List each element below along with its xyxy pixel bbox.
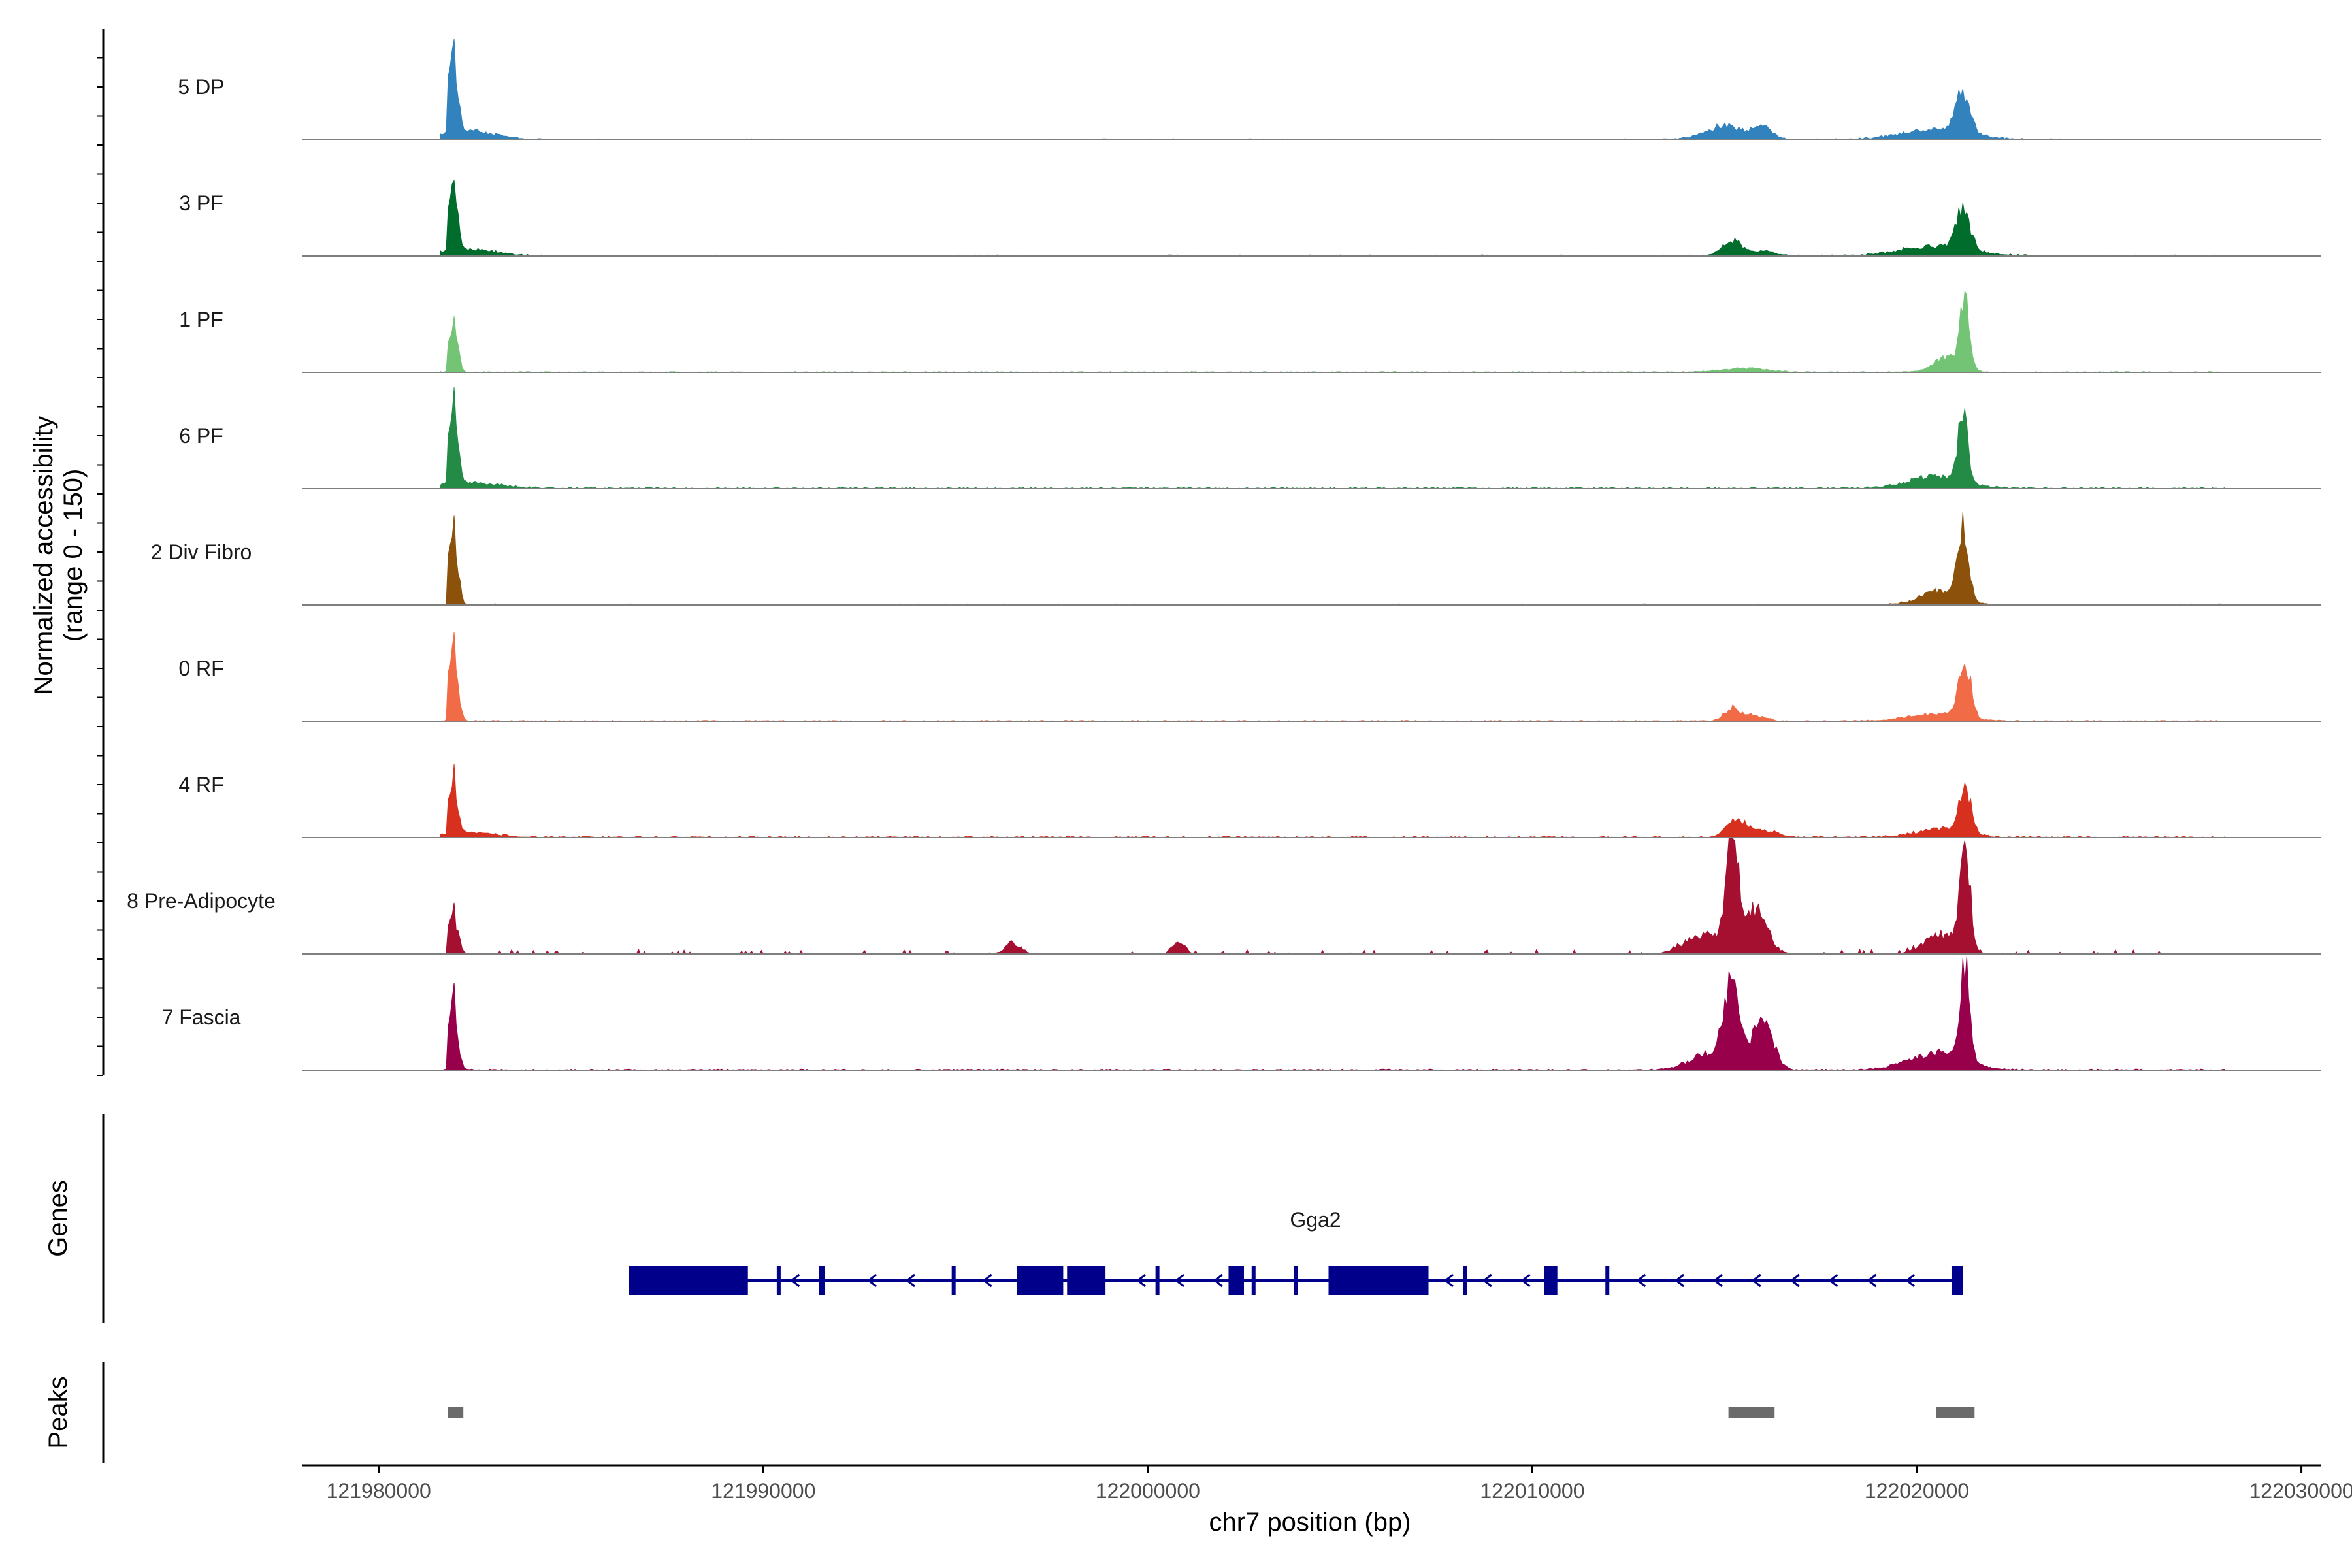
- coverage-y-ticks: [97, 57, 103, 1076]
- gene-exon: [1067, 1266, 1106, 1295]
- peak-bar: [1936, 1407, 1975, 1418]
- gene-model: Gga2: [629, 1208, 1963, 1295]
- track-7-fascia: 7 Fascia: [162, 956, 2321, 1071]
- x-axis-title: chr7 position (bp): [1209, 1508, 1411, 1537]
- gene-exon: [1951, 1266, 1963, 1295]
- peak-bar: [448, 1407, 464, 1418]
- x-tick-label: 122030000: [2249, 1479, 2352, 1503]
- track-8-pre-adipocyte: 8 Pre-Adipocyte: [127, 838, 2321, 955]
- track-label: 8 Pre-Adipocyte: [127, 889, 276, 913]
- y-axis-title-line1: Normalized accessibility: [29, 416, 58, 695]
- peak-bars: [448, 1407, 1975, 1418]
- coverage-area: [440, 512, 2225, 606]
- strand-arrow: [1904, 1273, 1916, 1288]
- strand-arrow: [789, 1273, 800, 1288]
- track-label: 7 Fascia: [162, 1005, 241, 1029]
- x-tick-label: 122020000: [1865, 1479, 1969, 1503]
- peak-bar: [1728, 1407, 1775, 1418]
- track-label: 5 DP: [178, 75, 224, 99]
- strand-arrow: [1213, 1273, 1223, 1288]
- genes-panel: Genes Gga2: [44, 1114, 1963, 1323]
- strand-arrow: [1789, 1273, 1800, 1288]
- gene-exon: [819, 1266, 825, 1295]
- gene-exon: [951, 1266, 956, 1295]
- track-3-pf: 3 PF: [179, 179, 2321, 257]
- strand-arrow: [982, 1273, 992, 1288]
- gene-exon: [1155, 1266, 1160, 1295]
- track-label: 1 PF: [179, 308, 223, 331]
- strand-arrow: [1635, 1273, 1646, 1288]
- gene-exon: [1228, 1266, 1244, 1295]
- peaks-panel-label: Peaks: [44, 1376, 73, 1448]
- track-4-rf: 4 RF: [178, 764, 2321, 838]
- gene-exon: [776, 1266, 781, 1295]
- genes-panel-label: Genes: [44, 1180, 73, 1257]
- x-tick-label: 121990000: [711, 1479, 815, 1503]
- strand-arrow: [1174, 1273, 1184, 1288]
- peaks-panel: Peaks: [44, 1362, 1975, 1463]
- gene-exon: [1463, 1266, 1467, 1295]
- gene-exon: [1294, 1266, 1298, 1295]
- strand-arrow: [1135, 1273, 1146, 1288]
- x-axis: 121980000 121990000 122000000 122010000 1220…: [302, 1464, 2352, 1537]
- x-ticks: 121980000 121990000 122000000 122010000 1220…: [327, 1465, 2352, 1503]
- strand-arrow: [1712, 1273, 1723, 1288]
- strand-arrow: [1751, 1273, 1761, 1288]
- x-tick-label: 122000000: [1096, 1479, 1200, 1503]
- x-tick-label: 121980000: [327, 1479, 431, 1503]
- coverage-panel: Normalized accessibility (range 0 - 150)…: [29, 29, 2321, 1076]
- strand-arrow: [905, 1273, 915, 1288]
- track-2-div-fibro: 2 Div Fibro: [151, 512, 2321, 606]
- track-label: 3 PF: [179, 191, 223, 215]
- track-6-pf: 6 PF: [179, 387, 2321, 489]
- track-0-rf: 0 RF: [178, 632, 2321, 722]
- track-label: 6 PF: [179, 424, 223, 448]
- gene-exon: [1328, 1266, 1429, 1295]
- strand-arrow: [1520, 1273, 1531, 1288]
- track-label: 4 RF: [178, 773, 223, 796]
- track-5-dp: 5 DP: [178, 39, 2321, 140]
- gene-label: Gga2: [1290, 1208, 1341, 1232]
- strand-arrow: [1482, 1273, 1492, 1288]
- strand-arrow: [1674, 1273, 1684, 1288]
- gene-exon: [1544, 1266, 1558, 1295]
- strand-arrow: [1866, 1273, 1877, 1288]
- gene-exon: [1251, 1266, 1256, 1295]
- x-tick-label: 122010000: [1480, 1479, 1584, 1503]
- strand-arrow: [1443, 1273, 1454, 1288]
- y-axis-title-line2: (range 0 - 150): [59, 469, 88, 642]
- gene-exon: [629, 1266, 748, 1295]
- track-1-pf: 1 PF: [179, 290, 2321, 373]
- track-label: 2 Div Fibro: [151, 540, 252, 564]
- coverage-tracks: 5 DP 3 PF 1 PF 6 PF 2 Div Fibro 0 RF 4 RF 8 Pre…: [127, 39, 2321, 1071]
- gene-exon: [1605, 1266, 1610, 1295]
- strand-arrow: [866, 1273, 877, 1288]
- gene-exon: [1017, 1266, 1064, 1295]
- track-label: 0 RF: [178, 657, 223, 680]
- strand-arrow: [1828, 1273, 1838, 1288]
